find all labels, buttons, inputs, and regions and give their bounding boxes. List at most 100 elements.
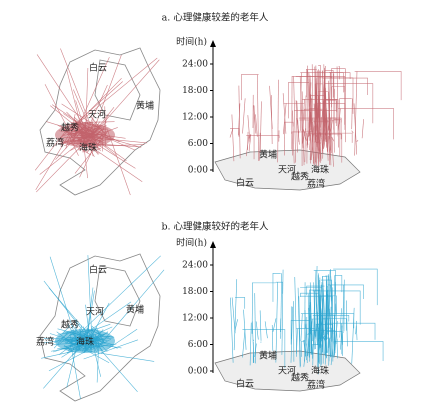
trajectory-step (354, 71, 402, 101)
trajectory-vertical (313, 103, 318, 148)
trajectory-vertical (275, 282, 278, 363)
district-label: 天河 (86, 306, 104, 318)
time-tick-label: 12:00 (182, 113, 208, 123)
axis-arrow (210, 40, 216, 47)
trajectory (60, 48, 96, 138)
trajectory-vertical (230, 297, 234, 363)
trajectory-vertical (301, 99, 305, 144)
district-label: 海珠 (79, 142, 97, 154)
trajectory-step (242, 329, 286, 369)
axis-label: 时间(h) (176, 237, 207, 249)
trajectory-vertical (259, 132, 261, 161)
trajectory-vertical (296, 118, 300, 134)
trajectory-vertical (324, 286, 328, 338)
cube-base-map (214, 350, 361, 392)
trajectory-vertical (322, 83, 325, 159)
trajectory (83, 339, 139, 360)
trajectory-step (301, 340, 305, 357)
cube-district-label: 越秀 (291, 372, 309, 384)
map-outline (39, 253, 161, 402)
trajectory-vertical (325, 276, 328, 359)
trajectory-vertical (290, 306, 293, 363)
trajectory-vertical (323, 83, 326, 142)
trajectory-vertical (342, 331, 344, 333)
cube-district-label: 白云 (236, 177, 254, 189)
time-tick-label: 24:00 (182, 261, 208, 271)
trajectory-step (318, 65, 321, 83)
trajectory-vertical (238, 103, 241, 136)
trajectory-vertical (315, 65, 319, 159)
trajectory-step (230, 128, 240, 137)
trajectory-vertical (292, 110, 295, 164)
trajectory-vertical (254, 293, 257, 364)
district-label: 海珠 (76, 336, 94, 348)
time-tick-label: 12:00 (182, 314, 208, 324)
trajectory-vertical (331, 287, 334, 342)
trajectory-vertical (333, 341, 336, 358)
trajectory-vertical (269, 85, 273, 129)
trajectory-step (331, 68, 346, 108)
trajectory (71, 348, 81, 399)
trajectory-vertical (271, 325, 274, 351)
district-label: 越秀 (61, 122, 79, 134)
trajectory-vertical (356, 325, 358, 341)
trajectory-vertical (356, 139, 359, 143)
trajectory-vertical (310, 133, 313, 164)
activity-cluster (55, 329, 115, 353)
trajectory-vertical (333, 303, 336, 341)
trajectory-vertical (311, 64, 314, 164)
trajectory-vertical (309, 320, 313, 334)
trajectory-step (291, 76, 346, 92)
trajectory-vertical (293, 76, 297, 163)
trajectory-vertical (315, 128, 317, 141)
district-label: 荔湾 (46, 137, 64, 149)
trajectory-vertical (322, 298, 324, 335)
trajectory-step (338, 66, 340, 80)
trajectory-vertical (313, 282, 316, 336)
trajectory-vertical (334, 281, 338, 359)
trajectory-step (310, 318, 329, 336)
trajectory-vertical (327, 284, 331, 353)
trajectory-step (338, 108, 394, 140)
trajectory-vertical (304, 323, 307, 361)
trajectory-step (329, 72, 351, 79)
trajectory-vertical (323, 64, 327, 130)
trajectory-vertical (351, 307, 355, 364)
trajectory-vertical (281, 269, 284, 355)
time-tick-label: 6:00 (188, 139, 208, 149)
trajectory-vertical (243, 309, 247, 350)
district-label: 白云 (89, 264, 107, 276)
trajectory-vertical (351, 130, 354, 134)
trajectory-vertical (295, 100, 298, 153)
map-outline (39, 47, 161, 196)
trajectory-vertical (331, 136, 334, 167)
trajectory (92, 54, 122, 133)
trajectory-vertical (318, 296, 321, 351)
trajectory-step (311, 344, 322, 359)
trajectory-vertical (231, 297, 236, 334)
trajectory-vertical (251, 321, 255, 363)
trajectory-step (290, 320, 311, 345)
trajectory-vertical (321, 344, 323, 365)
trajectory-step (284, 121, 294, 127)
trajectory-vertical (306, 131, 309, 146)
trajectory-vertical (297, 287, 301, 368)
cube-district-label: 天河 (278, 365, 296, 377)
trajectory (48, 287, 89, 334)
trajectory-step (316, 103, 346, 130)
trajectory-vertical (248, 135, 252, 152)
trajectory-vertical (257, 74, 259, 161)
panel-title: a. 心理健康较差的老年人 (162, 12, 269, 24)
trajectory-step (306, 68, 317, 98)
trajectory-vertical (247, 115, 251, 143)
trajectory-vertical (255, 114, 258, 137)
activity-cluster (55, 123, 115, 147)
cube-district-label: 海珠 (311, 365, 329, 377)
trajectory-vertical (328, 72, 331, 140)
trajectory (97, 59, 160, 130)
cube-district-label: 白云 (236, 378, 254, 390)
cube-district-label: 荔湾 (307, 379, 325, 391)
district-label: 天河 (88, 109, 106, 121)
cube-district-label: 黄埔 (259, 149, 277, 161)
